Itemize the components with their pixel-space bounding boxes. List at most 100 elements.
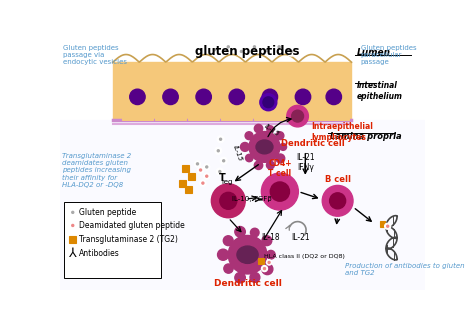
- Circle shape: [228, 235, 267, 274]
- Text: reg: reg: [221, 179, 232, 185]
- Text: Intestinal
epithelium: Intestinal epithelium: [357, 82, 403, 101]
- Ellipse shape: [256, 140, 273, 154]
- Text: Dendritic cell: Dendritic cell: [214, 279, 282, 289]
- Circle shape: [218, 249, 228, 260]
- Circle shape: [291, 51, 292, 52]
- Circle shape: [206, 166, 208, 168]
- Circle shape: [245, 132, 253, 140]
- Circle shape: [220, 192, 237, 209]
- Circle shape: [220, 157, 227, 164]
- Circle shape: [194, 161, 201, 167]
- Circle shape: [224, 42, 233, 52]
- Circle shape: [235, 227, 246, 237]
- Circle shape: [200, 180, 206, 186]
- Bar: [113, 62, 352, 120]
- Circle shape: [276, 154, 285, 163]
- Bar: [188, 173, 195, 180]
- Circle shape: [196, 89, 211, 105]
- Circle shape: [219, 138, 222, 140]
- Circle shape: [163, 89, 178, 105]
- Circle shape: [261, 265, 267, 272]
- Circle shape: [206, 175, 208, 177]
- Circle shape: [266, 161, 274, 169]
- Circle shape: [213, 49, 216, 51]
- Bar: [188, 64, 219, 120]
- Text: B cell: B cell: [325, 175, 351, 184]
- Circle shape: [246, 154, 253, 162]
- Circle shape: [250, 42, 259, 52]
- Circle shape: [202, 182, 204, 184]
- Circle shape: [384, 223, 391, 229]
- Circle shape: [295, 89, 310, 105]
- Bar: [288, 64, 319, 120]
- Text: T: T: [219, 173, 226, 183]
- Circle shape: [387, 225, 389, 227]
- Circle shape: [266, 50, 268, 52]
- Circle shape: [229, 89, 245, 105]
- Circle shape: [130, 89, 145, 105]
- Circle shape: [224, 264, 233, 273]
- Text: IL-15: IL-15: [264, 123, 281, 137]
- Circle shape: [72, 225, 74, 227]
- Text: IL-21: IL-21: [292, 233, 310, 242]
- Circle shape: [262, 46, 272, 55]
- Circle shape: [215, 147, 222, 154]
- Circle shape: [217, 136, 224, 143]
- Text: Antibodies: Antibodies: [79, 249, 119, 258]
- Circle shape: [235, 273, 246, 283]
- Circle shape: [262, 89, 278, 105]
- Bar: [255, 64, 285, 120]
- Circle shape: [69, 209, 77, 216]
- Circle shape: [254, 46, 255, 48]
- Circle shape: [266, 260, 272, 265]
- Text: CD4+
T cell: CD4+ T cell: [268, 159, 292, 178]
- Circle shape: [249, 131, 280, 162]
- Circle shape: [223, 236, 233, 245]
- Circle shape: [69, 222, 77, 229]
- Circle shape: [255, 161, 263, 170]
- Circle shape: [329, 193, 346, 209]
- Circle shape: [200, 169, 201, 171]
- Text: Gluten peptides
paracellular
passage: Gluten peptides paracellular passage: [361, 45, 416, 65]
- Text: Intraepithelial
lymphocytes: Intraepithelial lymphocytes: [311, 122, 374, 142]
- Circle shape: [197, 163, 199, 165]
- Bar: [182, 165, 189, 172]
- Circle shape: [276, 132, 284, 140]
- Bar: [155, 64, 186, 120]
- Text: Transglutaminase 2
deamidates gluten
peptides increasing
their affinity for
HLA-: Transglutaminase 2 deamidates gluten pep…: [62, 153, 131, 187]
- Circle shape: [219, 170, 221, 172]
- Circle shape: [228, 46, 229, 48]
- Text: Deamidated gluten peptide: Deamidated gluten peptide: [79, 221, 185, 230]
- Circle shape: [266, 250, 275, 259]
- Circle shape: [250, 273, 260, 282]
- Circle shape: [237, 47, 246, 56]
- Circle shape: [255, 124, 263, 133]
- Circle shape: [274, 42, 284, 52]
- Circle shape: [240, 51, 242, 52]
- Circle shape: [292, 110, 303, 122]
- Bar: [122, 64, 153, 120]
- Circle shape: [322, 185, 353, 216]
- Bar: [64, 202, 161, 278]
- Bar: [380, 221, 385, 227]
- Circle shape: [211, 184, 245, 218]
- Bar: [61, 120, 425, 290]
- Circle shape: [270, 182, 290, 201]
- Bar: [69, 236, 76, 243]
- Circle shape: [261, 173, 298, 210]
- Circle shape: [204, 164, 210, 170]
- Circle shape: [216, 168, 223, 175]
- Circle shape: [240, 142, 249, 151]
- Text: gluten peptides: gluten peptides: [195, 45, 300, 57]
- Text: IL-21
IFNγ: IL-21 IFNγ: [296, 153, 315, 172]
- Text: HLA class II (DQ2 or DQ8): HLA class II (DQ2 or DQ8): [264, 254, 346, 259]
- Text: Lumen: Lumen: [357, 49, 391, 57]
- Circle shape: [260, 94, 277, 111]
- Text: IL-10, TGFβ: IL-10, TGFβ: [231, 196, 271, 202]
- Circle shape: [267, 126, 273, 133]
- Bar: [179, 180, 185, 187]
- Bar: [319, 64, 349, 120]
- Text: IL-18: IL-18: [261, 233, 280, 242]
- Circle shape: [204, 173, 210, 179]
- Circle shape: [198, 167, 204, 173]
